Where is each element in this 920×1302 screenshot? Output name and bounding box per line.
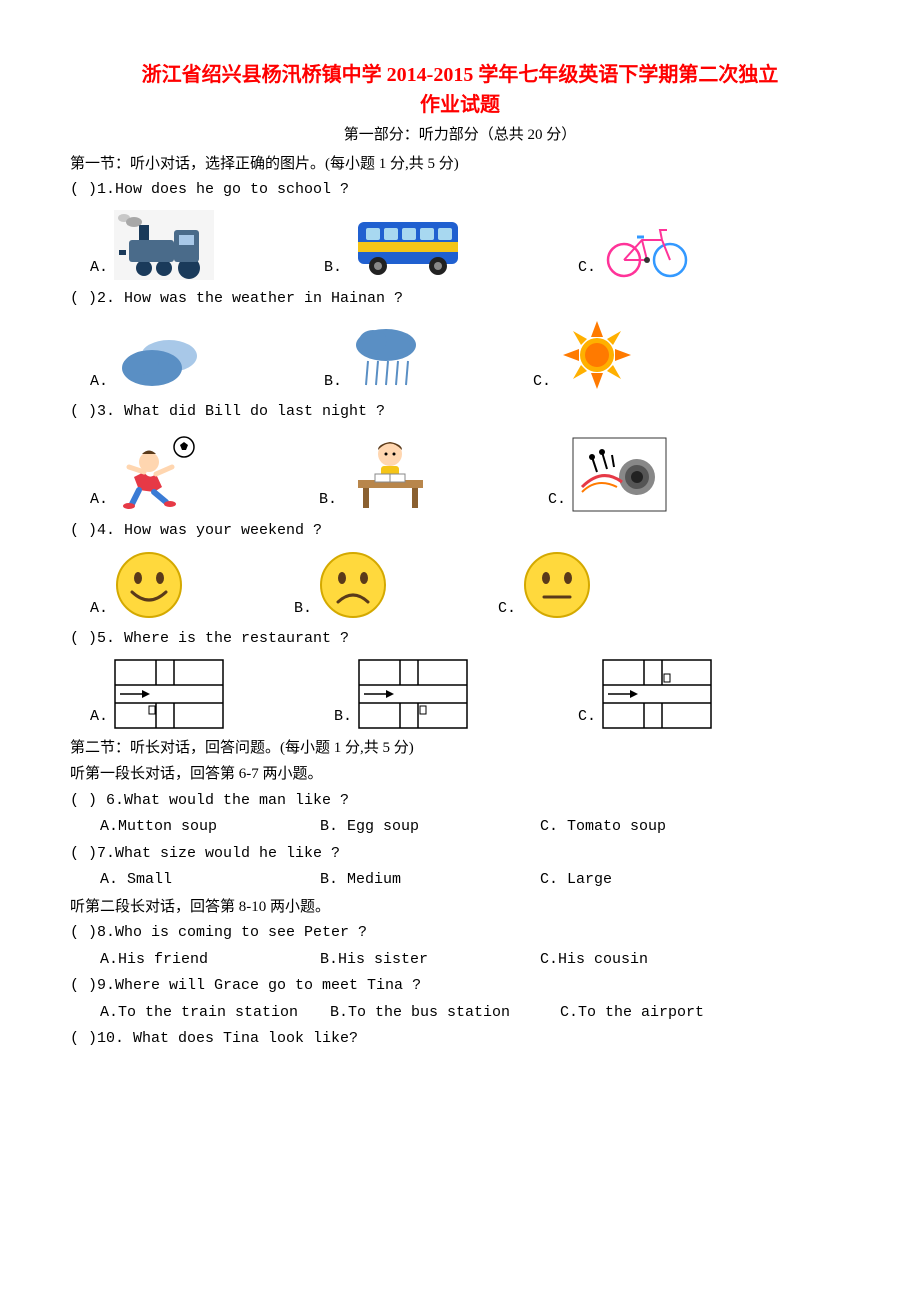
q2-option-a: A. (90, 328, 214, 393)
q6-option-c: C. Tomato soup (540, 816, 760, 839)
q7-option-b: B. Medium (320, 869, 540, 892)
option-label-a: A. (90, 489, 108, 512)
question-6: ( ) 6.What would the man like ? (70, 790, 850, 813)
question-10: ( )10. What does Tina look like? (70, 1028, 850, 1051)
train-icon (114, 210, 214, 280)
section2-heading: 第二节：听长对话，回答问题。(每小题 1 分,共 5 分) (70, 737, 850, 760)
option-label-c: C. (578, 706, 596, 729)
q7-option-c: C. Large (540, 869, 760, 892)
q5-option-a: A. (90, 659, 224, 729)
q6-prefix: ( ) 6. (70, 792, 124, 809)
question-2: ( )2. How was the weather in Hainan ? A.… (70, 288, 850, 394)
option-label-c: C. (548, 489, 566, 512)
q3-option-a: A. (90, 432, 209, 512)
page-title: 浙江省绍兴县杨汛桥镇中学 2014-2015 学年七年级英语下学期第二次独立 作… (70, 60, 850, 120)
q8-option-c: C.His cousin (540, 949, 760, 972)
question-1: ( )1.How does he go to school ? A. (70, 179, 850, 280)
title-line-1: 浙江省绍兴县杨汛桥镇中学 2014-2015 学年七年级英语下学期第二次独立 (70, 60, 850, 90)
map-c-icon (602, 659, 712, 729)
q1-prefix: ( )1. (70, 181, 115, 198)
map-a-icon (114, 659, 224, 729)
question-5: ( )5. Where is the restaurant ? A. (70, 628, 850, 729)
smiley-neutral-icon (522, 550, 592, 620)
q3-prefix: ( )3. (70, 403, 115, 420)
option-label-b: B. (334, 706, 352, 729)
q8-prefix: ( )8. (70, 924, 115, 941)
soccer-boy-icon (114, 432, 209, 512)
q2-option-b: B. (324, 323, 423, 393)
question-8: ( )8.Who is coming to see Peter ? (70, 922, 850, 945)
q8-options: A.His friend B.His sister C.His cousin (100, 949, 850, 972)
q6-option-b: B. Egg soup (320, 816, 540, 839)
q8-text: Who is coming to see Peter ? (115, 924, 367, 941)
q6-option-a: A.Mutton soup (100, 816, 320, 839)
section1-heading: 第一节：听小对话，选择正确的图片。(每小题 1 分,共 5 分) (70, 153, 850, 176)
q1-option-a: A. (90, 210, 214, 280)
q2-text: How was the weather in Hainan ? (115, 290, 403, 307)
q6-text: What would the man like ? (124, 792, 349, 809)
option-label-b: B. (324, 257, 342, 280)
section2-sub2: 听第二段长对话，回答第 8-10 两小题。 (70, 896, 850, 919)
smiley-happy-icon (114, 550, 184, 620)
q1-text: How does he go to school ? (115, 181, 349, 198)
cloud-icon (114, 328, 214, 393)
option-label-a: A. (90, 598, 108, 621)
q9-prefix: ( )9. (70, 977, 115, 994)
q5-text: Where is the restaurant ? (115, 630, 349, 647)
q4-text: How was your weekend ? (115, 522, 322, 539)
q4-option-c: C. (498, 550, 592, 620)
study-desk-icon (343, 432, 438, 512)
q1-option-b: B. (324, 210, 468, 280)
q8-option-a: A.His friend (100, 949, 320, 972)
option-label-a: A. (90, 371, 108, 394)
q9-option-b: B.To the bus station (330, 1002, 560, 1025)
q4-option-a: A. (90, 550, 184, 620)
question-4: ( )4. How was your weekend ? A. B. (70, 520, 850, 621)
option-label-b: B. (294, 598, 312, 621)
title-line-2: 作业试题 (70, 90, 850, 120)
q5-prefix: ( )5. (70, 630, 115, 647)
q8-option-b: B.His sister (320, 949, 540, 972)
q9-text: Where will Grace go to meet Tina ? (115, 977, 421, 994)
q10-text: What does Tina look like? (124, 1030, 358, 1047)
map-b-icon (358, 659, 468, 729)
q10-prefix: ( )10. (70, 1030, 124, 1047)
q2-prefix: ( )2. (70, 290, 115, 307)
option-label-c: C. (498, 598, 516, 621)
question-3: ( )3. What did Bill do last night ? A. (70, 401, 850, 512)
option-label-a: A. (90, 257, 108, 280)
option-label-b: B. (319, 489, 337, 512)
option-label-b: B. (324, 371, 342, 394)
bus-icon (348, 210, 468, 280)
q3-option-c: C. (548, 437, 667, 512)
q3-text: What did Bill do last night ? (115, 403, 385, 420)
part-heading: 第一部分：听力部分（总共 20 分） (70, 124, 850, 147)
q7-prefix: ( )7. (70, 845, 115, 862)
q7-options: A. Small B. Medium C. Large (100, 869, 850, 892)
q6-options: A.Mutton soup B. Egg soup C. Tomato soup (100, 816, 850, 839)
q7-text: What size would he like ? (115, 845, 340, 862)
section2-sub1: 听第一段长对话，回答第 6-7 两小题。 (70, 763, 850, 786)
q9-options: A.To the train station B.To the bus stat… (100, 1002, 850, 1025)
q4-option-b: B. (294, 550, 388, 620)
option-label-a: A. (90, 706, 108, 729)
q4-prefix: ( )4. (70, 522, 115, 539)
q9-option-c: C.To the airport (560, 1002, 780, 1025)
option-label-c: C. (578, 257, 596, 280)
smiley-sad-icon (318, 550, 388, 620)
question-7: ( )7.What size would he like ? (70, 843, 850, 866)
rain-icon (348, 323, 423, 393)
q3-option-b: B. (319, 432, 438, 512)
option-label-c: C. (533, 371, 551, 394)
q1-option-c: C. (578, 215, 692, 280)
q9-option-a: A.To the train station (100, 1002, 330, 1025)
music-speaker-icon (572, 437, 667, 512)
q5-option-c: C. (578, 659, 712, 729)
bicycle-icon (602, 215, 692, 280)
q2-option-c: C. (533, 318, 637, 393)
sun-icon (557, 318, 637, 393)
question-9: ( )9.Where will Grace go to meet Tina ? (70, 975, 850, 998)
q7-option-a: A. Small (100, 869, 320, 892)
q5-option-b: B. (334, 659, 468, 729)
